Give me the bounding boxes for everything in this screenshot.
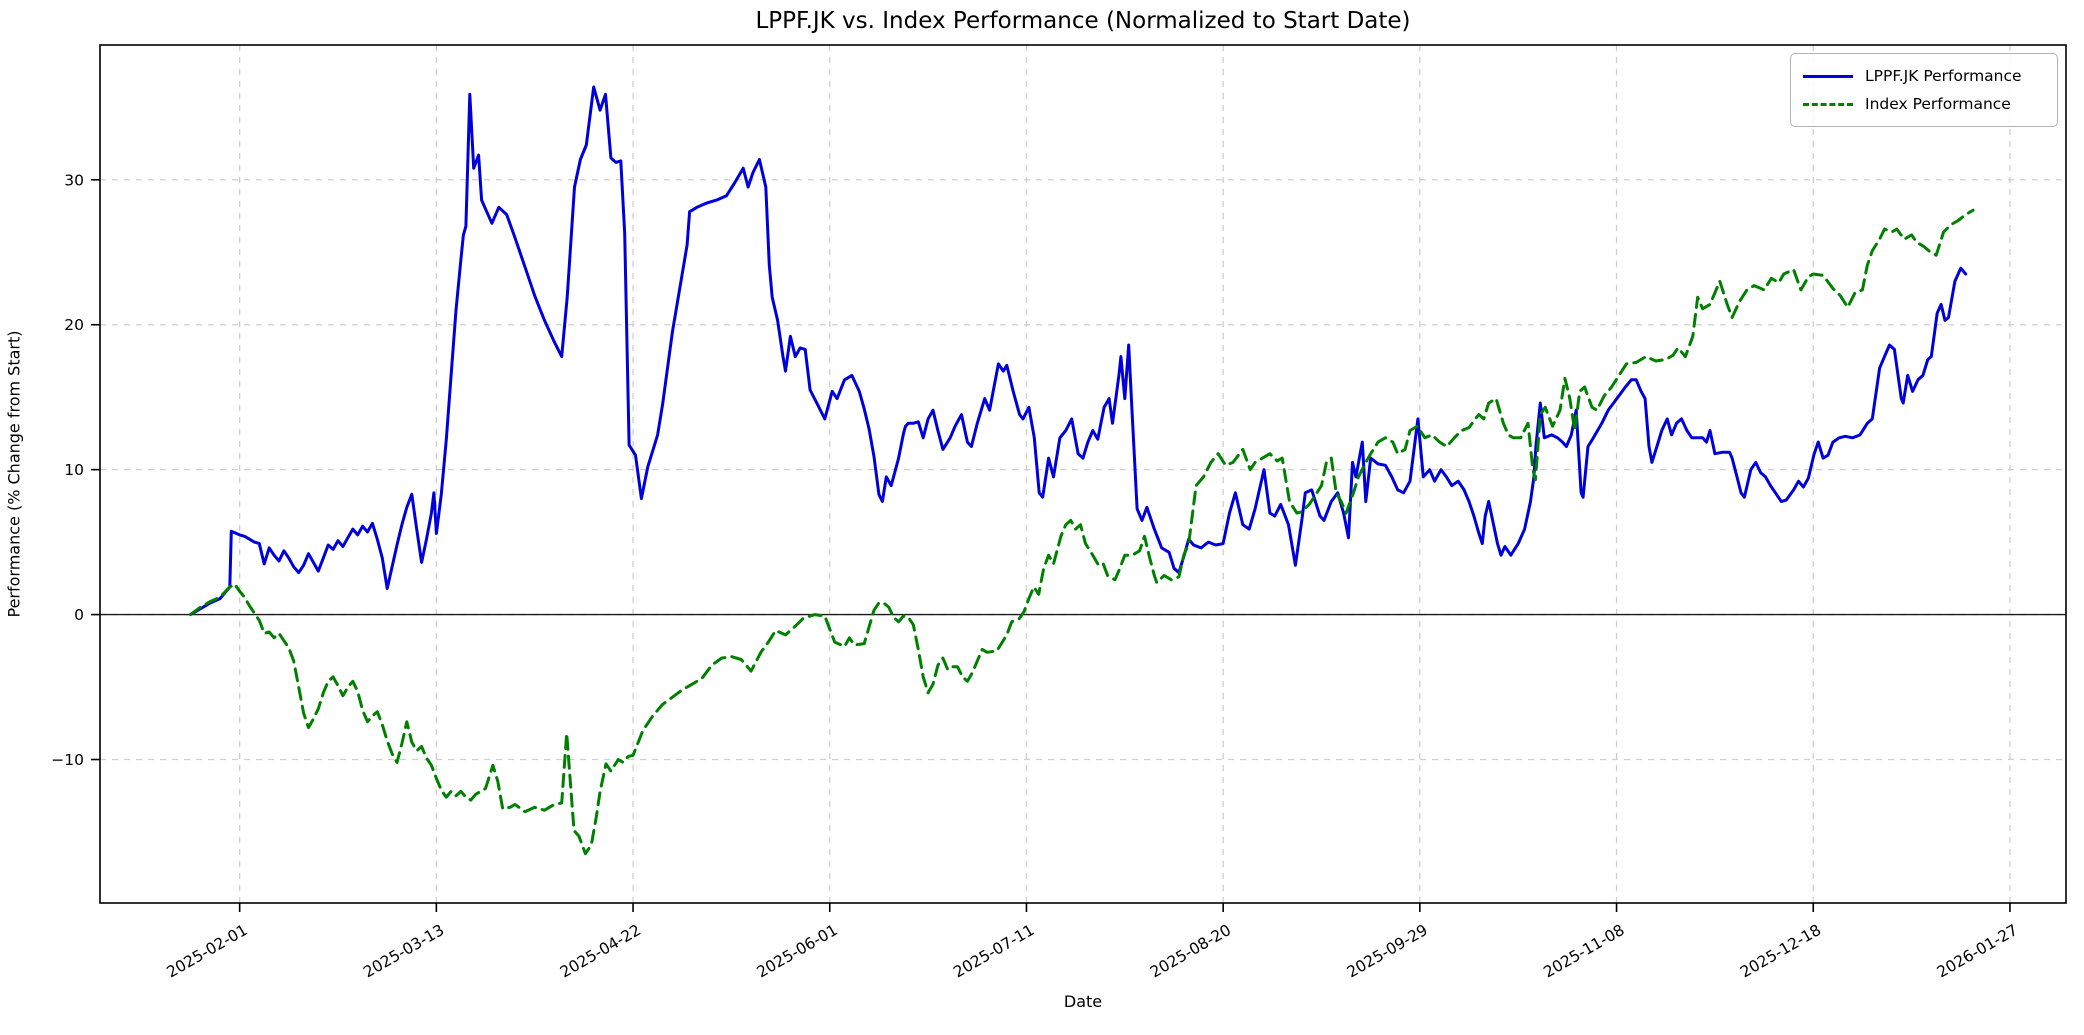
chart-title: LPPF.JK vs. Index Performance (Normalize…: [755, 8, 1411, 34]
x-axis-label: Date: [1063, 992, 1103, 1011]
x-tick-label: 2026-01-27: [1934, 921, 2021, 982]
x-tick-label: 2025-08-20: [1147, 921, 1234, 982]
legend-label-lppf: LPPF.JK Performance: [1865, 67, 2022, 85]
lppf-performance-line: [189, 85, 1968, 617]
legend: LPPF.JK Performance Index Performance: [1790, 53, 2058, 127]
y-tick-label: 0: [74, 606, 84, 624]
y-tick-label: 30: [64, 171, 84, 189]
x-tick-label: 2025-02-01: [164, 921, 251, 982]
index-performance-line: [189, 208, 1975, 856]
legend-item-lppf: LPPF.JK Performance: [1803, 62, 2047, 90]
axes-frame: [99, 44, 2067, 904]
x-tick-label: 2025-12-18: [1737, 921, 1824, 982]
x-tick-label: 2025-03-13: [360, 921, 447, 982]
y-tick-label: −10: [51, 751, 84, 769]
x-tick-label: 2025-06-01: [754, 921, 841, 982]
x-tick-label: 2025-04-22: [557, 921, 644, 982]
legend-item-index: Index Performance: [1803, 90, 2047, 118]
index-line-sample-icon: [1803, 102, 1853, 106]
grid-lines: [100, 45, 2066, 903]
x-tick-label: 2025-11-08: [1541, 921, 1628, 982]
tick-marks: −10 0 10 20 30 2025-02-01 2025-03-13 2025-04-22…: [51, 171, 2021, 981]
legend-label-index: Index Performance: [1865, 95, 2011, 113]
x-tick-label: 2025-09-29: [1344, 921, 1431, 982]
x-tick-label: 2025-07-11: [950, 921, 1037, 982]
y-tick-label: 20: [64, 316, 84, 334]
y-tick-label: 10: [64, 461, 84, 479]
lppf-line-sample-icon: [1803, 74, 1853, 78]
y-axis-label: Performance (% Change from Start): [4, 330, 24, 618]
